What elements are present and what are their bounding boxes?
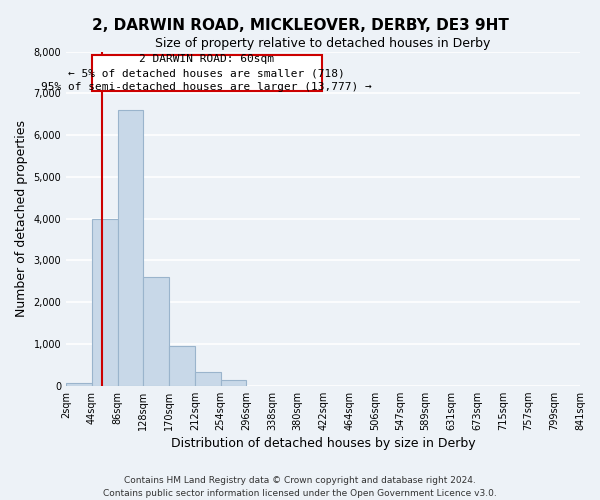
Bar (221, 380, 246, 386)
Bar (66, 383, 92, 386)
X-axis label: Distribution of detached houses by size in Derby: Distribution of detached houses by size … (171, 437, 475, 450)
Y-axis label: Number of detached properties: Number of detached properties (15, 120, 28, 317)
Text: 2 DARWIN ROAD: 60sqm
← 5% of detached houses are smaller (718)
95% of semi-detac: 2 DARWIN ROAD: 60sqm ← 5% of detached ho… (41, 54, 372, 92)
Bar (195, 372, 221, 386)
Title: Size of property relative to detached houses in Derby: Size of property relative to detached ho… (155, 38, 491, 51)
Bar (92, 218, 118, 386)
Text: Contains HM Land Registry data © Crown copyright and database right 2024.
Contai: Contains HM Land Registry data © Crown c… (103, 476, 497, 498)
Bar (118, 110, 143, 386)
Bar (169, 346, 195, 386)
Bar (143, 277, 169, 386)
Text: 2, DARWIN ROAD, MICKLEOVER, DERBY, DE3 9HT: 2, DARWIN ROAD, MICKLEOVER, DERBY, DE3 9… (92, 18, 508, 32)
FancyBboxPatch shape (92, 55, 322, 92)
